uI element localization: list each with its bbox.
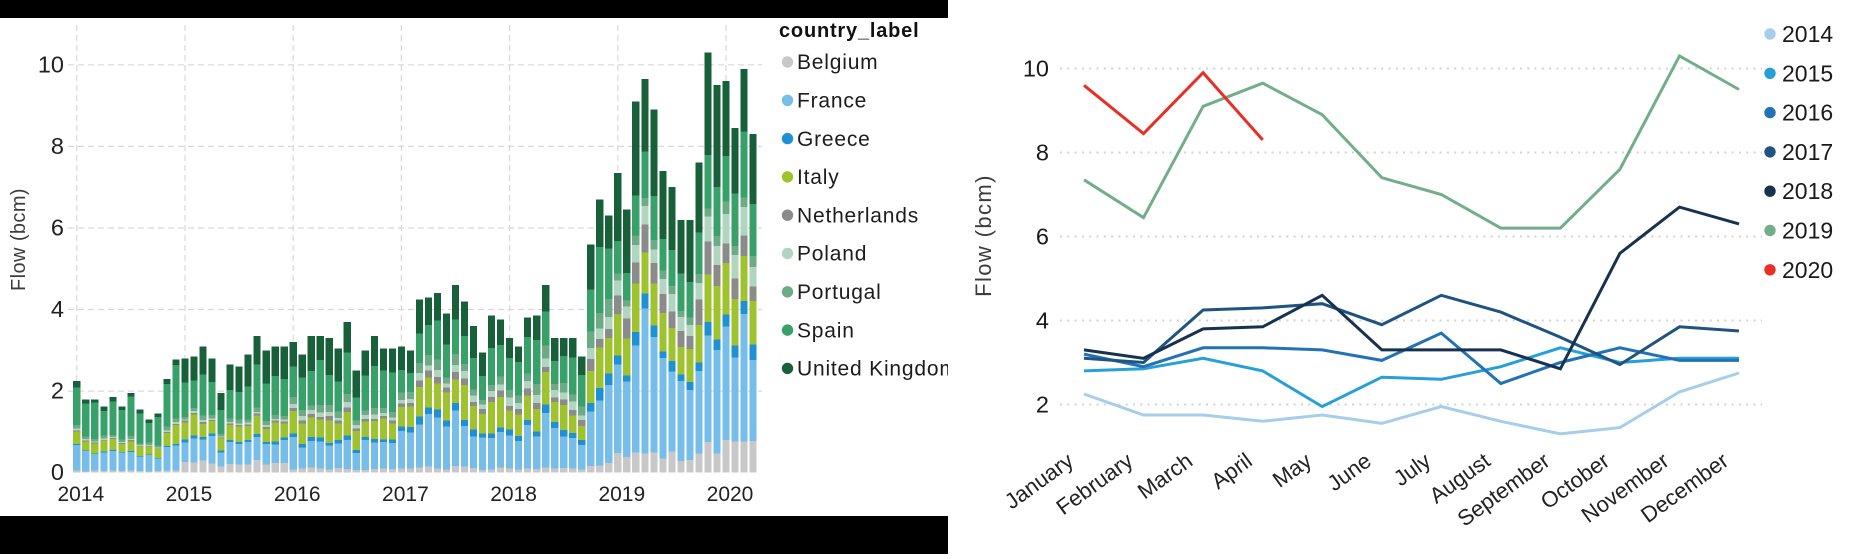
svg-text:8: 8 <box>51 133 64 159</box>
svg-text:6: 6 <box>51 215 64 241</box>
svg-text:Belgium: Belgium <box>797 51 878 74</box>
svg-text:United Kingdom: United Kingdom <box>797 358 958 381</box>
svg-text:2015: 2015 <box>1782 60 1833 86</box>
svg-text:Poland: Poland <box>797 243 867 266</box>
svg-text:10: 10 <box>1023 56 1049 82</box>
svg-text:4: 4 <box>51 296 64 322</box>
svg-text:Greece: Greece <box>797 128 871 151</box>
svg-text:2014: 2014 <box>1782 21 1833 47</box>
svg-text:Spain: Spain <box>797 319 855 342</box>
svg-text:2016: 2016 <box>1782 100 1833 126</box>
svg-text:8: 8 <box>1036 140 1049 166</box>
svg-text:Italy: Italy <box>797 166 840 189</box>
svg-text:2017: 2017 <box>382 483 429 506</box>
svg-text:2: 2 <box>1036 392 1049 418</box>
svg-text:2018: 2018 <box>1782 178 1833 204</box>
svg-text:2017: 2017 <box>1782 139 1833 165</box>
svg-text:0: 0 <box>51 459 64 485</box>
svg-text:4: 4 <box>1036 308 1049 334</box>
svg-text:6: 6 <box>1036 224 1049 250</box>
svg-text:2019: 2019 <box>1782 218 1833 244</box>
svg-text:2: 2 <box>51 378 64 404</box>
svg-text:2015: 2015 <box>166 483 213 506</box>
svg-text:2020: 2020 <box>707 483 754 506</box>
svg-text:2019: 2019 <box>598 483 645 506</box>
svg-text:2018: 2018 <box>490 483 537 506</box>
svg-text:2016: 2016 <box>274 483 321 506</box>
svg-text:2014: 2014 <box>57 483 104 506</box>
svg-text:Flow (bcm): Flow (bcm) <box>8 188 30 291</box>
svg-text:Portugal: Portugal <box>797 281 882 304</box>
svg-text:France: France <box>797 90 867 113</box>
svg-text:Flow (bcm): Flow (bcm) <box>971 174 996 297</box>
svg-text:2020: 2020 <box>1782 257 1833 283</box>
svg-text:10: 10 <box>38 51 64 77</box>
svg-text:country_label: country_label <box>779 20 919 42</box>
svg-text:Netherlands: Netherlands <box>797 204 919 227</box>
